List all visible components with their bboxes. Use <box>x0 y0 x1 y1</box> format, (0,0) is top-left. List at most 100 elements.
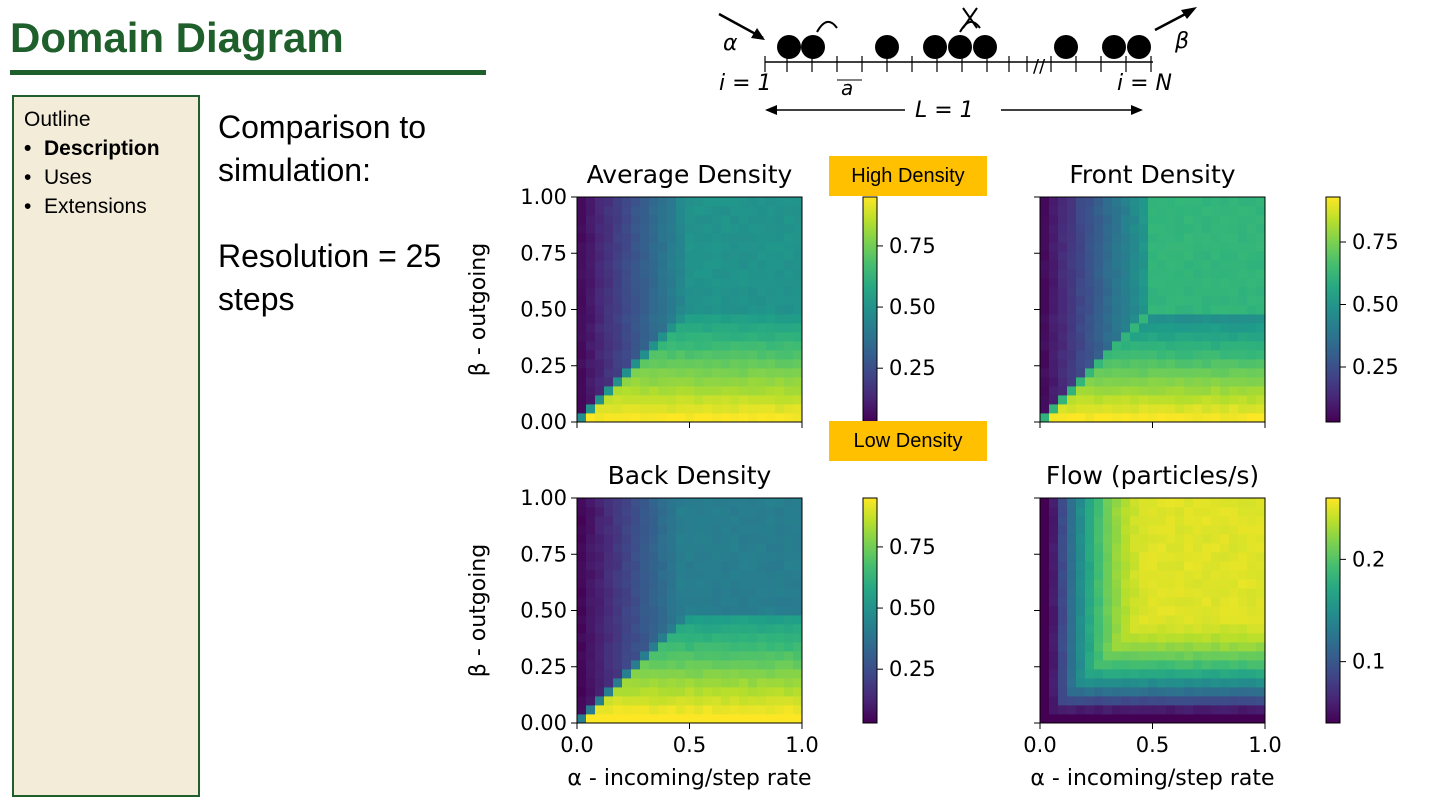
heatmap-cell <box>1202 552 1212 562</box>
lattice-ticks <box>764 56 1152 72</box>
heatmap-cell <box>793 498 803 508</box>
heatmap-cell <box>1247 305 1257 315</box>
colorbar <box>1325 497 1341 724</box>
heatmap-cell <box>1148 534 1158 544</box>
heatmap-cell <box>1085 224 1095 234</box>
heatmap-cell <box>1112 359 1122 369</box>
heatmap-cell <box>1112 368 1122 378</box>
heatmap-cell <box>658 368 668 378</box>
heatmap-cell <box>1130 350 1140 360</box>
heatmap-cell <box>1238 368 1248 378</box>
heatmap-cell <box>640 597 650 607</box>
heatmap-cell <box>649 507 659 517</box>
heatmap-cell <box>622 278 632 288</box>
heatmap-cell <box>1220 242 1230 252</box>
heatmap-cell <box>1130 660 1140 670</box>
heatmap-cell <box>1067 404 1077 414</box>
outline-item-description[interactable]: Description <box>24 134 188 163</box>
heatmap-cell <box>730 296 740 306</box>
heatmap-cell <box>748 233 758 243</box>
heatmap-cell <box>739 251 749 261</box>
heatmap-cell <box>649 660 659 670</box>
heatmap-cell <box>685 615 695 625</box>
heatmap-cell <box>1229 215 1239 225</box>
heatmap-cell <box>1085 498 1095 508</box>
heatmap-cell <box>1157 269 1167 279</box>
outline-item-extensions[interactable]: Extensions <box>24 192 188 221</box>
heatmap-cell <box>631 305 641 315</box>
heatmap-cell <box>640 314 650 324</box>
heatmap-cell <box>1121 579 1131 589</box>
heatmap-cell <box>1211 359 1221 369</box>
heatmap-cell <box>712 341 722 351</box>
heatmap-cell <box>1166 687 1176 697</box>
heatmap-cell <box>793 269 803 279</box>
heatmap-cell <box>1247 323 1257 333</box>
heatmap-cell <box>1229 543 1239 553</box>
heatmap-cell <box>748 507 758 517</box>
heatmap-cell <box>1211 242 1221 252</box>
heatmap-cell <box>676 395 686 405</box>
heatmap-cell <box>730 642 740 652</box>
heatmap-cell <box>640 615 650 625</box>
heatmap-cell <box>793 404 803 414</box>
heatmap-cell <box>1247 696 1257 706</box>
heatmap-cell <box>1238 543 1248 553</box>
heatmap-cell <box>1112 278 1122 288</box>
heatmap-cell <box>748 224 758 234</box>
heatmap-cell <box>793 350 803 360</box>
heatmap-cell <box>1229 696 1239 706</box>
heatmap-cell <box>649 251 659 261</box>
heatmap-cell <box>1049 287 1059 297</box>
heatmap-cell <box>730 516 740 526</box>
heatmap-cell <box>1157 696 1167 706</box>
heatmap-cell <box>1211 278 1221 288</box>
heatmap-cell <box>1256 215 1266 225</box>
heatmap-cell <box>1211 305 1221 315</box>
heatmap-cell <box>739 404 749 414</box>
heatmap-cell <box>676 296 686 306</box>
heatmap-cell <box>685 224 695 234</box>
heatmap-cell <box>1094 395 1104 405</box>
heatmap-cell <box>766 660 776 670</box>
heatmap-cell <box>1238 242 1248 252</box>
heatmap-cell <box>1040 534 1050 544</box>
heatmap-cell <box>1112 561 1122 571</box>
heatmap-cell <box>730 287 740 297</box>
heatmap-cell <box>721 278 731 288</box>
heatmap-cell <box>640 642 650 652</box>
heatmap-cell <box>766 278 776 288</box>
heatmap-cell <box>694 395 704 405</box>
heatmap-cell <box>703 305 713 315</box>
heatmap-cell <box>1211 633 1221 643</box>
heatmap-cell <box>586 359 596 369</box>
heatmap-cell <box>1238 669 1248 679</box>
heatmap-cell <box>1076 215 1086 225</box>
heatmap-cell <box>577 588 587 598</box>
heatmap-cell <box>667 516 677 526</box>
heatmap-cell <box>721 579 731 589</box>
heatmap-cell <box>766 678 776 688</box>
heatmap-cell <box>1094 206 1104 216</box>
heatmap-cell <box>595 350 605 360</box>
heatmap-cell <box>703 714 713 724</box>
heatmap-cell <box>1058 552 1068 562</box>
heatmap-cell <box>649 714 659 724</box>
heatmap-cell <box>703 507 713 517</box>
heatmap-cell <box>604 588 614 598</box>
outline-item-uses[interactable]: Uses <box>24 163 188 192</box>
heatmap-cell <box>604 507 614 517</box>
heatmap-cell <box>1121 669 1131 679</box>
heatmap-cell <box>1247 233 1257 243</box>
heatmap-cell <box>766 314 776 324</box>
heatmap-cell <box>1058 323 1068 333</box>
heatmap-cell <box>640 233 650 243</box>
heatmap-cell <box>721 534 731 544</box>
heatmap-cell <box>1238 332 1248 342</box>
heatmap-cell <box>757 705 767 715</box>
heatmap-cell <box>1040 287 1050 297</box>
heatmap-cell <box>1229 507 1239 517</box>
heatmap-cell <box>604 525 614 535</box>
heatmap-cell <box>1067 561 1077 571</box>
heatmap-cell <box>586 377 596 387</box>
